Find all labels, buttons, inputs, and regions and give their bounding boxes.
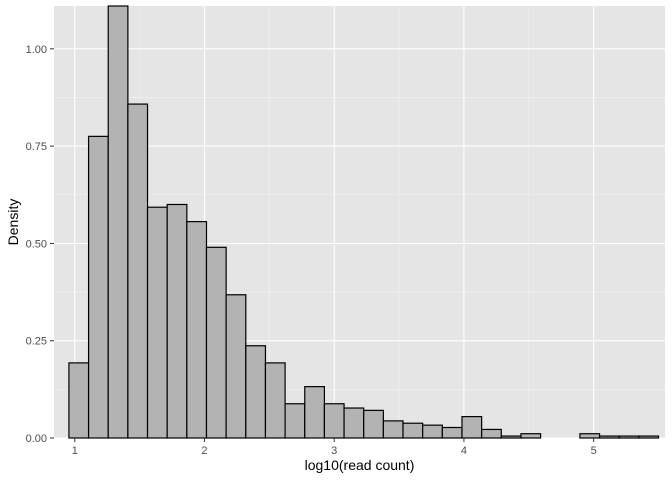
histogram-bar <box>304 386 326 439</box>
y-tick-label: 0.50 <box>26 238 47 250</box>
histogram-bar <box>402 422 424 439</box>
histogram-bar <box>579 433 601 439</box>
grid-minor <box>54 6 665 438</box>
x-tick-label: 1 <box>72 445 78 457</box>
histogram-bar <box>638 435 660 439</box>
histogram-bar <box>382 420 404 439</box>
histogram-bar <box>500 435 522 439</box>
histogram-bar <box>363 409 384 439</box>
histogram-bar <box>481 428 502 439</box>
histogram-bar <box>520 433 542 439</box>
x-tick-label: 2 <box>201 445 207 457</box>
histogram-bar <box>441 426 463 439</box>
y-tick-label: 0.75 <box>26 141 47 153</box>
histogram-bar <box>323 403 345 439</box>
histogram-bar <box>205 246 227 439</box>
histogram-bar <box>264 362 286 439</box>
histogram-bar <box>618 435 640 439</box>
x-axis: 1 2 3 4 5 <box>72 438 597 457</box>
histogram-bar <box>284 403 306 439</box>
histogram-bar <box>107 5 129 439</box>
histogram-bar <box>166 203 188 439</box>
x-tick-label: 3 <box>331 445 337 457</box>
x-tick-label: 5 <box>591 445 597 457</box>
x-tick-label: 4 <box>461 445 467 457</box>
x-axis-title: log10(read count) <box>305 457 415 473</box>
y-axis: 0.00 0.25 0.50 0.75 1.00 <box>26 44 54 445</box>
y-tick-label: 0.00 <box>26 433 47 445</box>
y-tick-label: 1.00 <box>26 44 47 56</box>
histogram-bar <box>598 435 620 439</box>
y-axis-title: Density <box>5 199 21 246</box>
histogram-bar <box>146 206 168 439</box>
histogram-bar <box>422 424 443 439</box>
histogram-bar <box>186 221 208 439</box>
histogram-bar <box>68 362 90 439</box>
histogram-bar <box>225 294 247 439</box>
y-tick-label: 0.25 <box>26 336 47 348</box>
histogram-bar <box>87 135 109 439</box>
histogram-bar <box>461 415 483 439</box>
histogram-bars <box>68 5 660 439</box>
histogram-bar <box>127 103 149 439</box>
histogram-bar <box>245 345 267 439</box>
histogram-bar <box>343 407 365 439</box>
